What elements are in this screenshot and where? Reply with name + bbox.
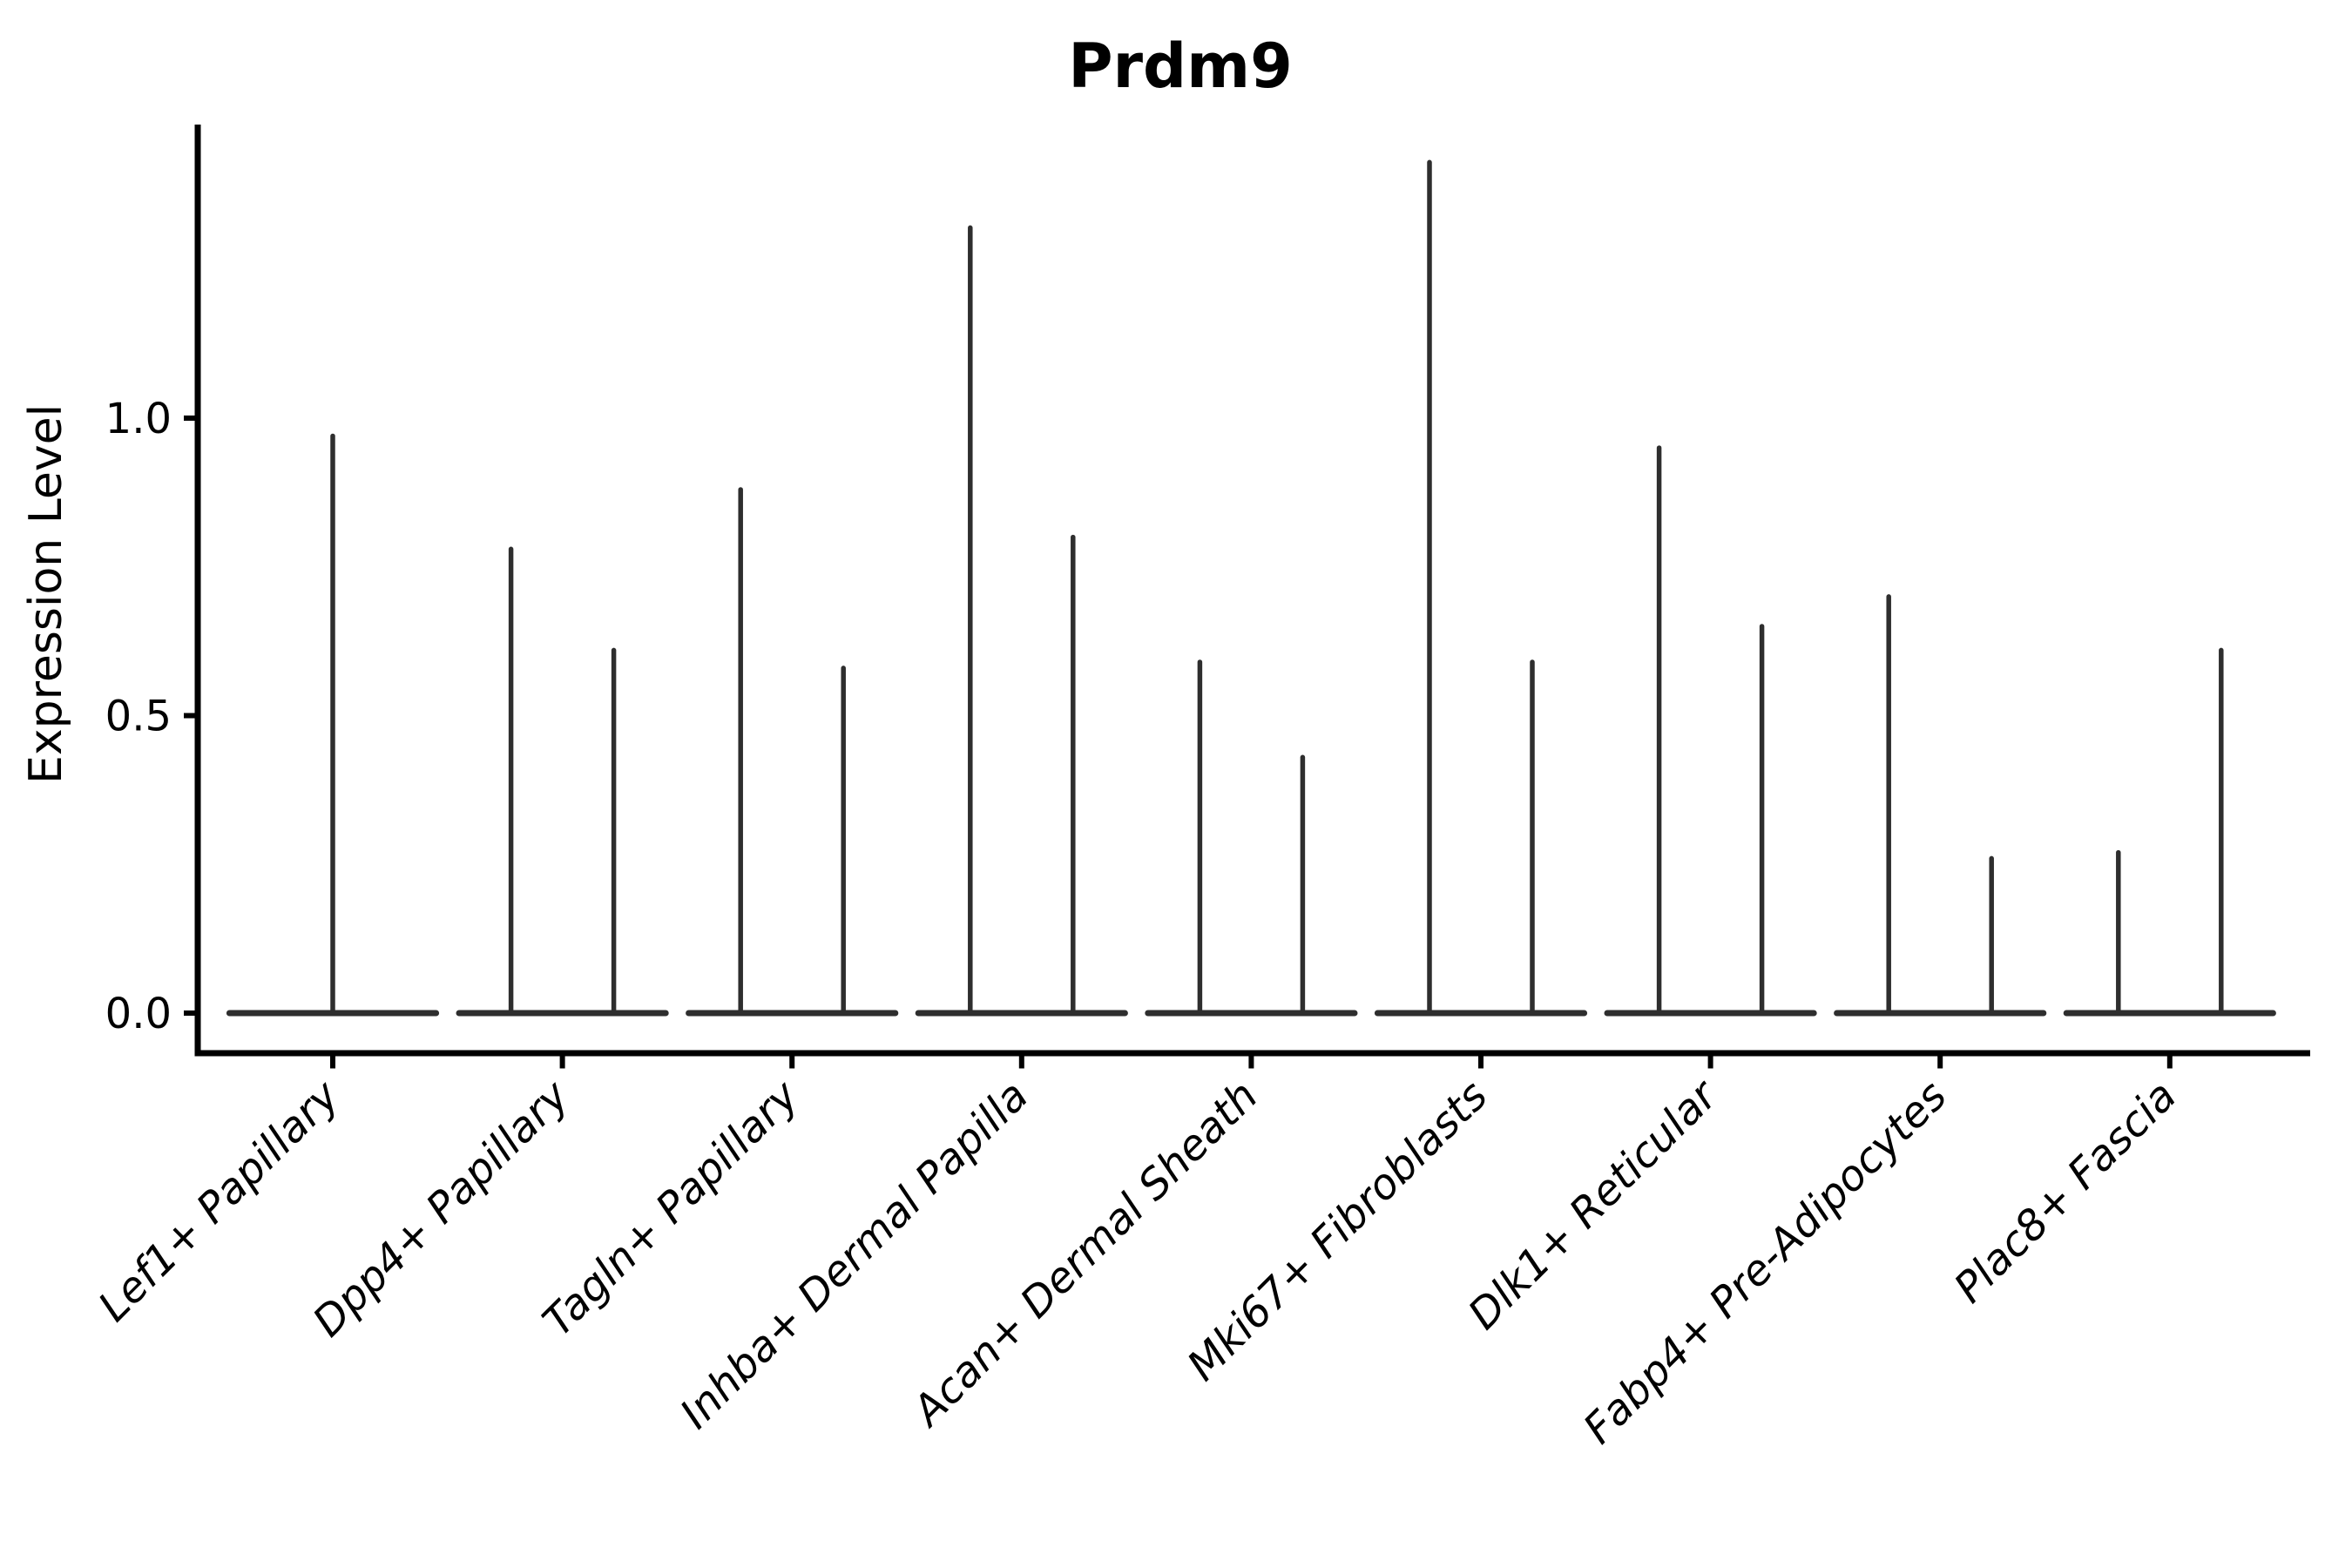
x-tick-label: Tagln+ Papillary <box>533 1071 808 1346</box>
x-tick-label: Dpp4+ Papillary <box>303 1071 578 1346</box>
y-tick-label: 0.0 <box>105 990 172 1038</box>
x-tick-label: Fabp4+ Pre-Adipocytes <box>1574 1071 1957 1454</box>
y-axis-ticks: 0.0 0.5 1.0 <box>105 395 198 1038</box>
axes <box>194 125 2310 1057</box>
x-tick-label: Dlk1+ Reticular <box>1459 1070 1729 1340</box>
y-tick-label: 0.5 <box>105 693 172 741</box>
x-tick-label: Plac8+ Fascia <box>1945 1071 2186 1313</box>
x-tick-label: Lef1+ Papillary <box>89 1071 349 1331</box>
y-tick-label: 1.0 <box>105 395 172 443</box>
y-axis-label: Expression Level <box>20 404 72 784</box>
violins-group <box>226 159 2276 1017</box>
chart-title: Prdm9 <box>1068 30 1293 102</box>
